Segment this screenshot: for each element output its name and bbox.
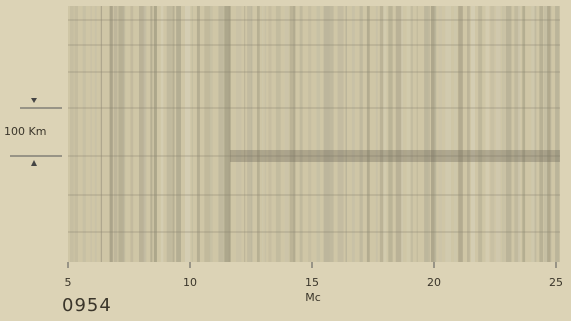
- film-stripe: [261, 6, 264, 262]
- film-stripe: [172, 6, 175, 262]
- film-stripe: [517, 6, 521, 262]
- arrow: [31, 98, 37, 103]
- film-stripe: [416, 6, 418, 262]
- film-stripe: [534, 6, 537, 262]
- film-stripe: [184, 6, 191, 262]
- film-stripe: [224, 6, 230, 262]
- film-stripe: [388, 6, 393, 262]
- film-stripe: [74, 6, 78, 262]
- x-tick-label: 10: [183, 276, 197, 289]
- film-stripe: [153, 6, 157, 262]
- film-stripe: [191, 6, 193, 262]
- film-stripe: [218, 6, 224, 262]
- film-stripe: [236, 6, 242, 262]
- film-stripe: [458, 6, 463, 262]
- film-stripe: [505, 6, 512, 262]
- film-stripe: [130, 6, 134, 262]
- scale-marker: 100 Km: [4, 98, 62, 166]
- film-stripe: [247, 6, 253, 262]
- film-stripe: [345, 6, 347, 262]
- film-stripe: [90, 6, 92, 262]
- film-stripe: [323, 6, 330, 262]
- film-stripe: [547, 6, 551, 262]
- film-stripe: [337, 6, 344, 262]
- film-stripe: [209, 6, 213, 262]
- x-tick-label: 15: [305, 276, 319, 289]
- time-label: 0954: [62, 295, 112, 316]
- film-stripe: [138, 6, 145, 262]
- x-tick-label: 5: [65, 276, 72, 289]
- film-stripe: [100, 6, 103, 262]
- film-stripe: [109, 6, 113, 262]
- film-stripe: [196, 6, 200, 262]
- film-stripe: [251, 6, 253, 262]
- film-stripe: [430, 6, 436, 262]
- film-stripe: [359, 6, 363, 262]
- ionogram-record: [68, 6, 560, 262]
- film-stripe: [424, 6, 428, 262]
- film-stripe: [160, 6, 164, 262]
- film-stripe: [166, 6, 172, 262]
- scale-label: 100 Km: [4, 125, 46, 138]
- film-stripe: [118, 6, 125, 262]
- film-stripe: [555, 6, 560, 262]
- film-stripe: [401, 6, 404, 262]
- film-stripe: [550, 6, 552, 262]
- film-stripe: [490, 6, 495, 262]
- film-stripe: [438, 6, 442, 262]
- film-stripe: [366, 6, 370, 262]
- film-stripe: [445, 6, 452, 262]
- film-stripe: [501, 6, 505, 262]
- film-stripe: [70, 6, 74, 262]
- film-stripe: [543, 6, 548, 262]
- film-stripe: [478, 6, 483, 262]
- film-stripe: [176, 6, 181, 262]
- film-stripe: [268, 6, 272, 262]
- film-stripe: [284, 6, 289, 262]
- film-stripe: [427, 6, 430, 262]
- film-area: [68, 6, 560, 262]
- film-stripe: [467, 6, 470, 262]
- film-stripe: [470, 6, 476, 262]
- film-stripe: [150, 6, 153, 262]
- x-tick-label: 20: [427, 276, 441, 289]
- film-stripe: [204, 6, 211, 262]
- film-stripe: [539, 6, 543, 262]
- film-stripe: [264, 6, 267, 262]
- film-stripe: [122, 6, 126, 262]
- film-stripe: [485, 6, 490, 262]
- film-stripe: [293, 6, 296, 262]
- film-stripe: [143, 6, 147, 262]
- film-stripe: [379, 6, 384, 262]
- film-stripe: [113, 6, 118, 262]
- film-stripe: [299, 6, 303, 262]
- film-stripe: [308, 6, 312, 262]
- film-stripe: [522, 6, 526, 262]
- film-stripe: [94, 6, 97, 262]
- film-stripe: [228, 6, 231, 262]
- film-stripe: [82, 6, 86, 262]
- film-stripe: [375, 6, 378, 262]
- film-stripe: [256, 6, 260, 262]
- film-stripe: [351, 6, 355, 262]
- film-stripe: [316, 6, 321, 262]
- arrow: [31, 160, 37, 166]
- film-stripe: [410, 6, 413, 262]
- x-tick-label: 25: [549, 276, 563, 289]
- film-stripe: [514, 6, 520, 262]
- film-stripe: [244, 6, 246, 262]
- x-axis-label: Mc: [305, 291, 321, 304]
- film-stripe: [453, 6, 458, 262]
- film-stripe: [531, 6, 536, 262]
- film-stripe: [406, 6, 411, 262]
- film-stripe: [289, 6, 296, 262]
- film-stripe: [329, 6, 334, 262]
- echo-band: [230, 150, 560, 162]
- film-stripe: [275, 6, 281, 262]
- film-stripe: [495, 6, 501, 262]
- film-stripe: [395, 6, 402, 262]
- film-stripe: [382, 6, 387, 262]
- film-stripe: [434, 6, 437, 262]
